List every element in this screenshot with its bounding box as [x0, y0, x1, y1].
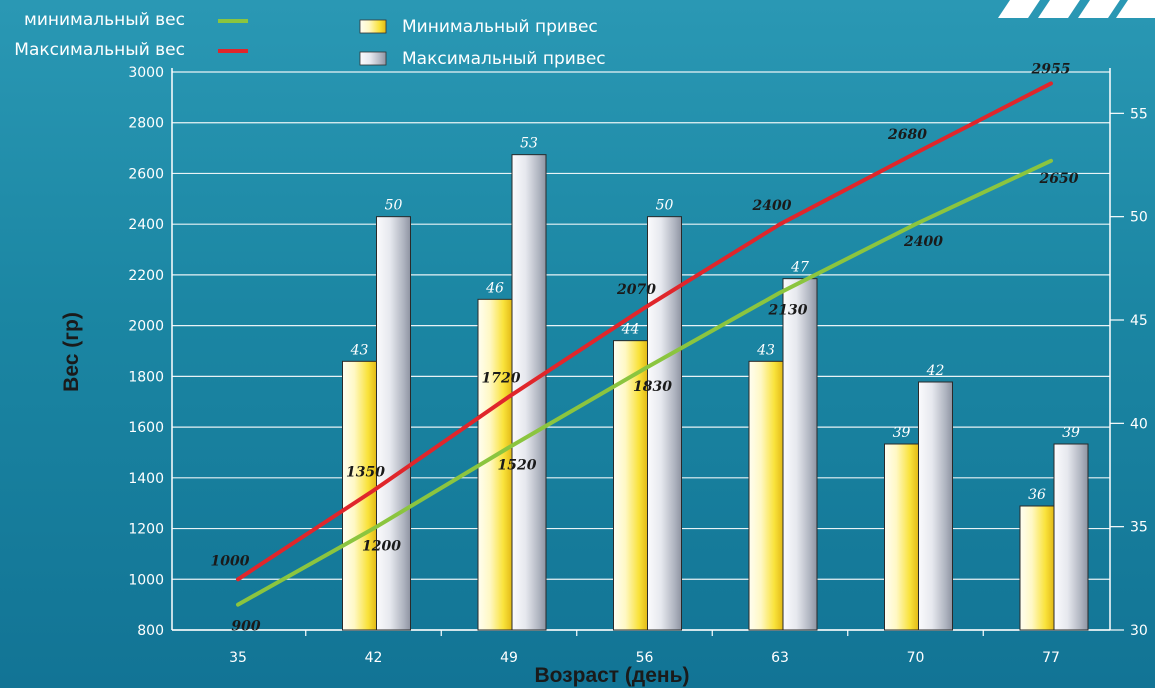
bar-min-gain [342, 360, 377, 631]
line-label-min-weight: 1200 [362, 539, 401, 555]
bar-label-max-gain: 50 [656, 198, 674, 214]
y-tick-label: 2000 [128, 319, 164, 335]
legend-swatch-max-gain [359, 51, 387, 66]
legend: минимальный вес Максимальный вес Минимал… [14, 10, 605, 69]
bar-min-gain [613, 340, 648, 631]
y-tick-label: 2200 [128, 268, 164, 284]
legend-item-max-gain: Максимальный привес [359, 49, 606, 69]
x-tick-label: 42 [365, 650, 383, 666]
lines [236, 81, 1053, 607]
line-label-min-weight: 1520 [498, 457, 537, 473]
bar-max-gain [1053, 443, 1089, 631]
x-tick-label: 70 [907, 650, 925, 666]
line-label-max-weight: 1000 [211, 553, 250, 569]
bars [342, 154, 1089, 631]
line-label-max-weight: 1350 [346, 465, 385, 481]
bar-label-max-gain: 42 [926, 363, 945, 379]
x-tick-label: 56 [636, 650, 654, 666]
y-axis-title: Вес (гр) [60, 312, 83, 392]
x-axis-title: Возраст (день) [534, 664, 689, 687]
x-tick-label: 35 [229, 650, 247, 666]
bar-max-gain [918, 381, 953, 631]
y-axis-ticks: 800 1000 1200 1400 1600 1800 2000 2200 2400 2600 2… [128, 65, 164, 639]
y-tick-label: 800 [137, 623, 164, 639]
bar-max-gain [782, 278, 818, 631]
legend-swatch-min-gain [359, 19, 387, 34]
y2-tick-label: 30 [1130, 623, 1148, 639]
y-tick-label: 1400 [128, 471, 164, 487]
y-tick-label: 2800 [128, 116, 164, 132]
bar-label-min-gain: 43 [756, 342, 775, 358]
y-tick-label: 2400 [128, 217, 164, 233]
bar-min-gain [1019, 505, 1055, 631]
x-tick-label: 63 [771, 650, 789, 666]
bar-label-min-gain: 39 [893, 425, 911, 441]
line-label-min-weight: 2650 [1039, 171, 1079, 187]
y-tick-label: 2600 [128, 166, 164, 182]
line-label-max-weight: 2400 [752, 198, 792, 214]
legend-label-min-gain: Минимальный привес [402, 17, 598, 37]
line-max-weight [236, 81, 1053, 582]
line-label-max-weight: 2680 [887, 127, 927, 143]
line-label-min-weight: 2130 [768, 303, 808, 319]
legend-item-min-weight: минимальный вес [24, 10, 248, 30]
line-min-weight [236, 158, 1053, 607]
corner-decoration [998, 0, 1155, 18]
bar-label-min-gain: 44 [621, 322, 640, 338]
y-tick-label: 1800 [128, 369, 164, 385]
x-tick-label: 77 [1042, 650, 1060, 666]
y2-tick-label: 45 [1130, 313, 1148, 329]
y-tick-label: 3000 [128, 65, 164, 81]
bar-label-min-gain: 43 [350, 342, 369, 358]
bar-label-max-gain: 39 [1062, 425, 1080, 441]
bar-label-max-gain: 50 [385, 198, 403, 214]
data-labels: 43 46 44 43 39 36 50 53 50 47 42 39 900 1200 1520 1830 2… [211, 61, 1080, 634]
x-tick-label: 49 [500, 650, 518, 666]
y-tick-label: 1200 [128, 522, 164, 538]
y2-tick-label: 55 [1130, 106, 1148, 122]
bar-label-min-gain: 46 [485, 280, 504, 296]
legend-item-max-weight: Максимальный вес [14, 40, 248, 60]
bar-min-gain [884, 443, 919, 631]
y2-tick-label: 35 [1130, 520, 1148, 536]
line-label-max-weight: 2070 [616, 282, 656, 298]
line-label-max-weight: 2955 [1031, 61, 1071, 77]
y2-axis-ticks: 30 35 40 45 50 55 [1110, 106, 1148, 639]
bar-label-max-gain: 47 [790, 260, 809, 276]
line-label-max-weight: 1720 [482, 371, 521, 387]
bar-label-min-gain: 36 [1028, 487, 1046, 503]
line-label-min-weight: 2400 [903, 234, 943, 250]
bar-min-gain [748, 360, 784, 631]
legend-label-max-gain: Максимальный привес [402, 49, 606, 69]
y2-tick-label: 50 [1130, 210, 1148, 226]
bar-label-max-gain: 53 [520, 136, 538, 152]
legend-item-min-gain: Минимальный привес [359, 17, 598, 37]
bar-max-gain [376, 216, 411, 631]
legend-label-max-weight: Максимальный вес [14, 40, 185, 60]
y-tick-label: 1600 [128, 420, 164, 436]
x-axis-ticks: 35 42 49 56 63 70 77 [229, 630, 1060, 666]
line-label-min-weight: 1830 [633, 379, 672, 395]
line-label-min-weight: 900 [231, 619, 260, 635]
y-tick-label: 1000 [128, 572, 164, 588]
bar-max-gain [647, 216, 682, 631]
legend-label-min-weight: минимальный вес [24, 10, 185, 30]
y2-tick-label: 40 [1130, 416, 1148, 432]
